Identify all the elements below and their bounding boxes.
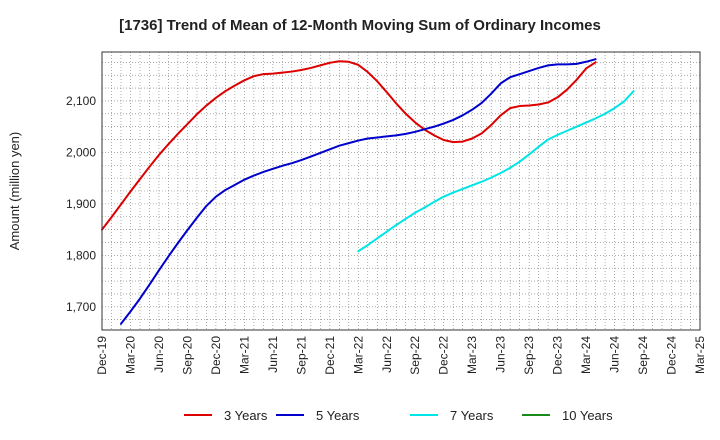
x-tick-label: Sep-23 (522, 336, 536, 375)
x-tick-label: Dec-19 (95, 336, 109, 375)
x-tick-label: Dec-21 (323, 336, 337, 375)
y-axis-label: Amount (million yen) (7, 132, 22, 251)
x-tick-label: Mar-20 (123, 336, 137, 374)
grid (102, 52, 700, 330)
y-tick-label: 2,000 (66, 145, 96, 159)
x-tick-label: Sep-22 (408, 336, 422, 375)
plot-border (101, 51, 701, 331)
x-tick-label: Jun-23 (494, 336, 508, 373)
series-lines (101, 58, 635, 325)
x-tick-label: Sep-21 (294, 336, 308, 375)
y-tick-label: 2,100 (66, 94, 96, 108)
x-tick-label: Mar-22 (351, 336, 365, 374)
y-tick-label: 1,900 (66, 197, 96, 211)
y-tick-labels: 1,700 1,800 1,900 2,000 2,100 (66, 94, 96, 314)
x-tick-label: Sep-24 (636, 336, 650, 375)
y-tick-label: 1,700 (66, 300, 96, 314)
x-tick-label: Jun-21 (266, 336, 280, 373)
x-tick-label: Mar-23 (465, 336, 479, 374)
legend: 3 Years 5 Years 7 Years 10 Years (184, 408, 613, 423)
series-line-7-years (357, 90, 635, 253)
y-tick-label: 1,800 (66, 248, 96, 262)
x-tick-label: Dec-23 (551, 336, 565, 375)
x-tick-label: Jun-24 (608, 336, 622, 373)
legend-label: 3 Years (224, 408, 268, 423)
series-line-3-years (101, 60, 597, 231)
x-tick-label: Mar-21 (237, 336, 251, 374)
legend-label: 10 Years (562, 408, 613, 423)
x-tick-label: Sep-20 (180, 336, 194, 375)
x-tick-labels: Dec-19 Mar-20 Jun-20 Sep-20 Dec-20 Mar-21 Jun-… (95, 336, 707, 375)
chart-title: [1736] Trend of Mean of 12-Month Moving … (119, 17, 601, 34)
x-tick-label: Mar-25 (693, 336, 707, 374)
x-tick-label: Jun-22 (380, 336, 394, 373)
x-tick-label: Mar-24 (579, 336, 593, 374)
x-tick-label: Jun-20 (152, 336, 166, 373)
x-tick-label: Dec-20 (209, 336, 223, 375)
legend-label: 5 Years (316, 408, 360, 423)
x-tick-label: Dec-22 (437, 336, 451, 375)
series-line-5-years (119, 58, 597, 325)
x-tick-label: Dec-24 (665, 336, 679, 375)
plot-area (102, 52, 700, 330)
legend-label: 7 Years (450, 408, 494, 423)
